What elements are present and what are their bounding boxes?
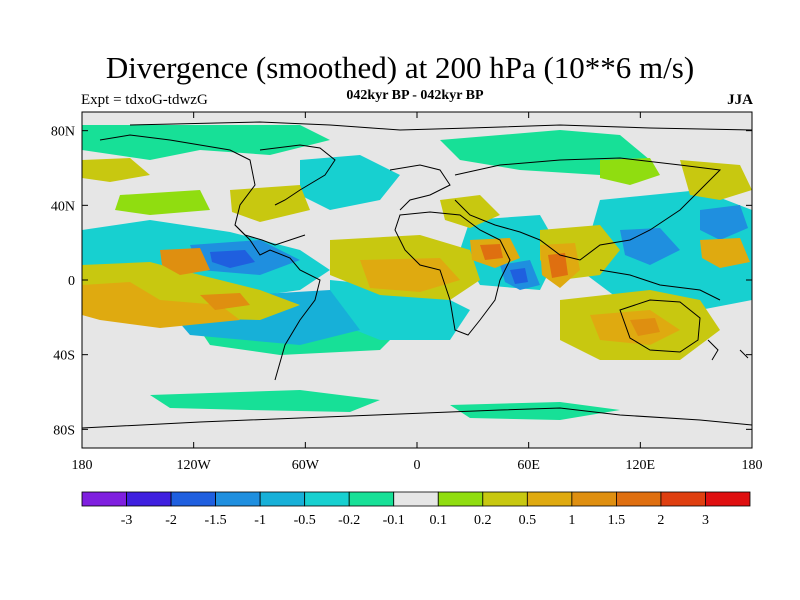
colorbar-label: -2 <box>165 513 177 528</box>
colorbar-box <box>304 491 350 507</box>
colorbar-box <box>215 491 261 507</box>
colorbar-label: 0.2 <box>474 513 492 528</box>
colorbar-label: -0.2 <box>338 513 360 528</box>
y-axis-ticks: 80N 40N 0 40S 80S <box>51 125 752 438</box>
colorbar-box <box>81 491 127 507</box>
x-tick-label: 180 <box>742 458 763 473</box>
colorbar-box <box>437 491 484 507</box>
colorbar-box <box>482 491 528 507</box>
y-tick-label: 80N <box>51 125 75 140</box>
y-tick-label: 80S <box>53 423 75 438</box>
chart-subtitle: 042kyr BP - 042kyr BP <box>346 88 484 103</box>
colorbar-label: -0.5 <box>294 513 316 528</box>
axes: 180 120W 60W 0 60E 120E 180 80N 40N 0 40S 80S <box>51 112 763 473</box>
colorbar-box <box>616 491 662 507</box>
colorbar-box <box>170 491 216 507</box>
x-tick-label: 120W <box>177 458 212 473</box>
colorbar-box <box>126 491 172 507</box>
colorbar-label: -1 <box>254 513 266 528</box>
x-tick-label: 180 <box>72 458 93 473</box>
season-label: JJA <box>727 92 753 108</box>
experiment-label: Expt = tdxoG-tdwzG <box>81 92 208 108</box>
y-tick-label: 40S <box>53 349 75 364</box>
colorbar-label: 0.1 <box>430 513 448 528</box>
colorbar-box <box>259 491 306 507</box>
colorbar-label: 2 <box>657 513 664 528</box>
divergence-field <box>82 112 752 448</box>
colorbar-label: 1.5 <box>608 513 626 528</box>
colorbar-box <box>526 491 573 507</box>
colorbar-label: -0.1 <box>383 513 405 528</box>
colorbar-label: 1 <box>568 513 575 528</box>
chart-title: Divergence (smoothed) at 200 hPa (10**6 … <box>105 50 695 85</box>
y-tick-label: 0 <box>68 274 75 289</box>
x-tick-label: 60W <box>292 458 320 473</box>
colorbar: -3 -2 -1.5 -1 -0.5 -0.2 -0.1 0.1 0.2 0.5 1 1.5 2 3 <box>81 491 751 528</box>
colorbar-label: 3 <box>702 513 709 528</box>
x-tick-label: 60E <box>517 458 540 473</box>
x-tick-label: 0 <box>414 458 421 473</box>
x-axis-ticks: 180 120W 60W 0 60E 120E 180 <box>72 112 763 473</box>
x-tick-label: 120E <box>626 458 656 473</box>
colorbar-label: 0.5 <box>519 513 537 528</box>
coastlines <box>82 121 752 429</box>
colorbar-box <box>393 491 439 507</box>
colorbar-label: -1.5 <box>205 513 227 528</box>
colorbar-box <box>348 491 395 507</box>
colorbar-label: -3 <box>121 513 133 528</box>
colorbar-box <box>571 491 617 507</box>
y-tick-label: 40N <box>51 199 75 214</box>
colorbar-box <box>660 491 706 507</box>
colorbar-box <box>705 491 751 507</box>
